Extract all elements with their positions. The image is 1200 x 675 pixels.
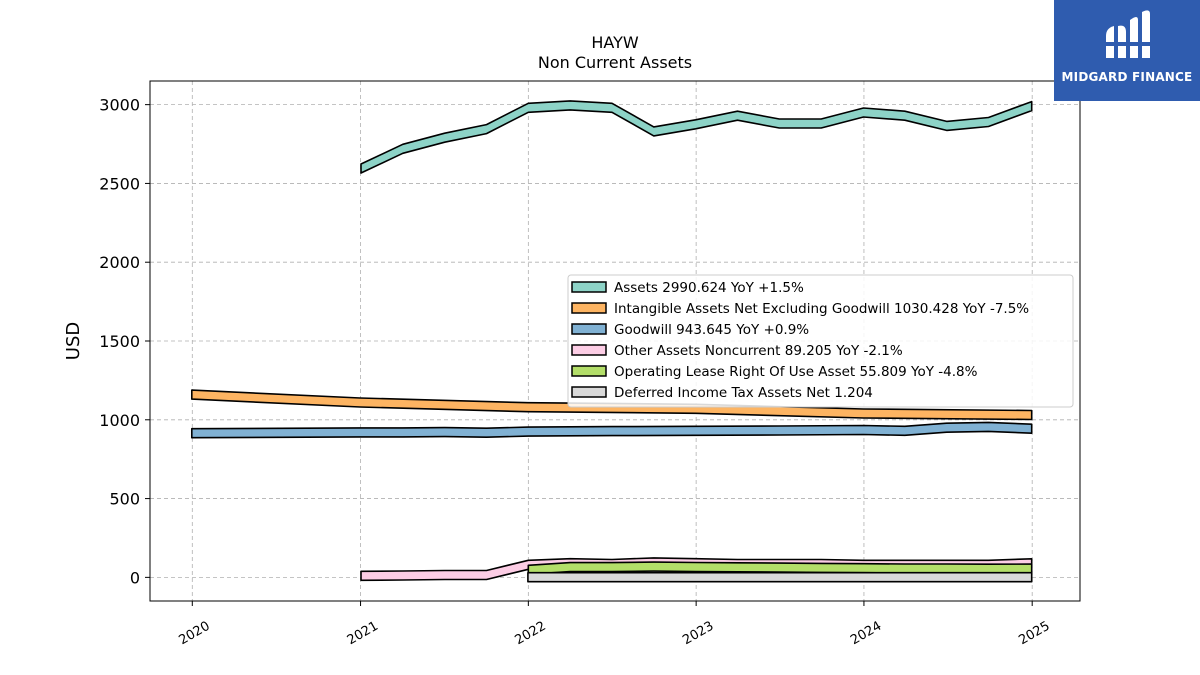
chart-title: HAYW	[591, 33, 639, 52]
series-band-deferred-income-tax-assets-net	[527, 571, 1033, 583]
legend-swatch	[571, 323, 607, 335]
legend-label: Deferred Income Tax Assets Net 1.204	[614, 385, 873, 401]
legend-label: Assets 2990.624 YoY +1.5%	[614, 280, 804, 296]
series-band-assets	[360, 100, 1033, 174]
x-tick-label: 2023	[680, 619, 716, 649]
y-tick-label: 1500	[99, 332, 140, 351]
y-tick-label: 2000	[99, 253, 140, 272]
y-axis-label: USD	[63, 322, 84, 360]
logo-text: MIDGARD FINANCE	[1061, 70, 1193, 84]
x-ticks: 2020 2021 2022 2023 2024 2025	[176, 601, 1053, 649]
midgard-finance-logo: MIDGARD FINANCE	[1054, 0, 1200, 101]
legend-swatch	[571, 386, 607, 398]
y-tick-label: 3000	[99, 96, 140, 115]
x-tick-label: 2022	[513, 619, 549, 649]
legend-label: Goodwill 943.645 YoY +0.9%	[614, 322, 809, 338]
y-tick-label: 500	[109, 490, 140, 509]
logo-mark-icon	[1106, 10, 1150, 59]
series-band-goodwill	[191, 421, 1033, 439]
legend-swatch	[571, 365, 607, 377]
y-ticks: 0 500 1000 1500 2000 2500 3000	[99, 96, 150, 587]
chart-subtitle: Non Current Assets	[538, 53, 692, 72]
legend: Assets 2990.624 YoY +1.5% Intangible Asse…	[567, 274, 1074, 408]
legend-label: Operating Lease Right Of Use Asset 55.80…	[614, 364, 978, 380]
legend-box	[567, 274, 1074, 408]
x-tick-label: 2020	[176, 619, 212, 649]
x-tick-label: 2024	[848, 619, 884, 649]
legend-swatch	[571, 302, 607, 314]
y-tick-label: 1000	[99, 411, 140, 430]
legend-swatch	[571, 344, 607, 356]
y-tick-label: 2500	[99, 174, 140, 193]
x-tick-label: 2025	[1016, 619, 1052, 649]
legend-label: Intangible Assets Net Excluding Goodwill…	[614, 301, 1029, 317]
legend-label: Other Assets Noncurrent 89.205 YoY -2.1%	[614, 343, 903, 359]
x-tick-label: 2021	[345, 619, 381, 649]
legend-swatch	[571, 281, 607, 293]
y-tick-label: 0	[130, 568, 140, 587]
